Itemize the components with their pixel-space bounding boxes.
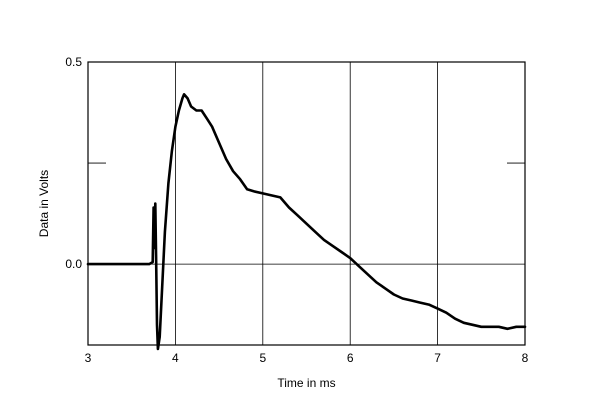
x-tick-label: 8 — [522, 351, 529, 365]
plot-frame — [87, 61, 526, 346]
y-tick-label: 0.0 — [65, 257, 82, 271]
y-axis-label: Data in Volts — [37, 170, 51, 237]
x-tick-label: 6 — [347, 351, 354, 365]
tick-labels: 3 4 5 6 7 8 0.0 0.5 — [65, 55, 528, 365]
grid-lines — [88, 62, 525, 345]
x-axis-label: Time in ms — [277, 376, 335, 390]
x-tick-label: 5 — [259, 351, 266, 365]
x-tick-label: 4 — [172, 351, 179, 365]
x-tick-label: 7 — [434, 351, 441, 365]
y-tick-label: 0.5 — [65, 55, 82, 69]
x-tick-label: 3 — [85, 351, 92, 365]
series-line — [86, 93, 527, 351]
